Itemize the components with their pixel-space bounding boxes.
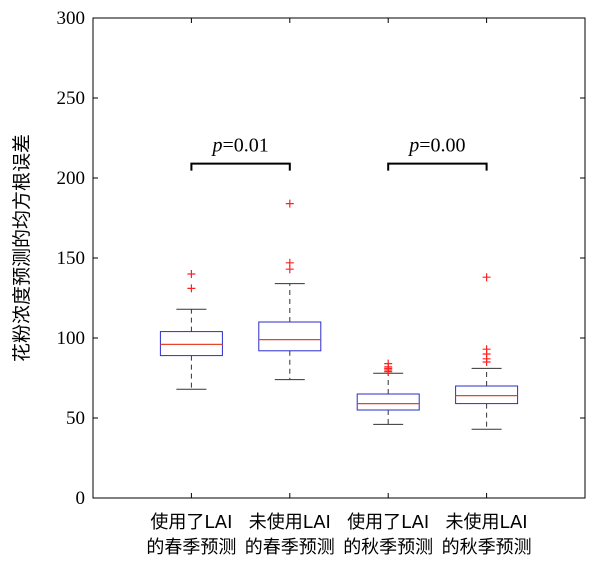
box-group [159,270,223,390]
outlier-point [384,359,393,368]
box [159,331,223,357]
y-tick-label: 100 [57,328,86,349]
outlier-point [285,258,294,267]
box-group [455,273,519,430]
significance-label: p=0.00 [407,135,465,157]
outlier-point [482,273,491,282]
significance-brackets: p=0.01 p=0.00 [190,135,488,171]
x-category-label: 使用了LAI [150,512,232,533]
x-category-label: 的秋季预测 [343,537,433,558]
plot-frame [92,17,586,499]
box [356,393,420,411]
boxes [159,199,519,430]
box [455,385,519,405]
y-tick-label: 250 [57,88,86,109]
x-axis: 使用了LAI的春季预测未使用LAI的春季预测使用了LAI的秋季预测未使用LAI的… [146,18,532,558]
box-group [258,199,322,381]
significance-bracket [190,162,291,171]
y-tick-label: 50 [66,408,85,429]
y-axis-label: 花粉浓度预测的均方根误差 [11,134,33,362]
x-category-label: 的秋季预测 [442,537,532,558]
box [258,321,322,352]
plot-border [92,17,586,499]
y-tick-label: 200 [57,168,86,189]
x-category-label: 的春季预测 [146,537,236,558]
x-category-label: 未使用LAI [446,512,528,533]
y-tick-label: 150 [57,248,86,269]
y-tick-label: 0 [76,488,86,509]
x-category-label: 的春季预测 [245,537,335,558]
y-tick-label: 300 [57,8,86,29]
y-axis: 0 50 100 150 200 250 300 [57,8,585,509]
outlier-point [285,199,294,208]
x-category-label: 未使用LAI [249,512,331,533]
box-group [356,359,420,425]
outlier-point [187,284,196,293]
significance-bracket [387,162,488,171]
x-category-label: 使用了LAI [347,512,429,533]
outlier-point [482,345,491,354]
outlier-point [187,270,196,278]
significance-label: p=0.01 [210,135,268,157]
